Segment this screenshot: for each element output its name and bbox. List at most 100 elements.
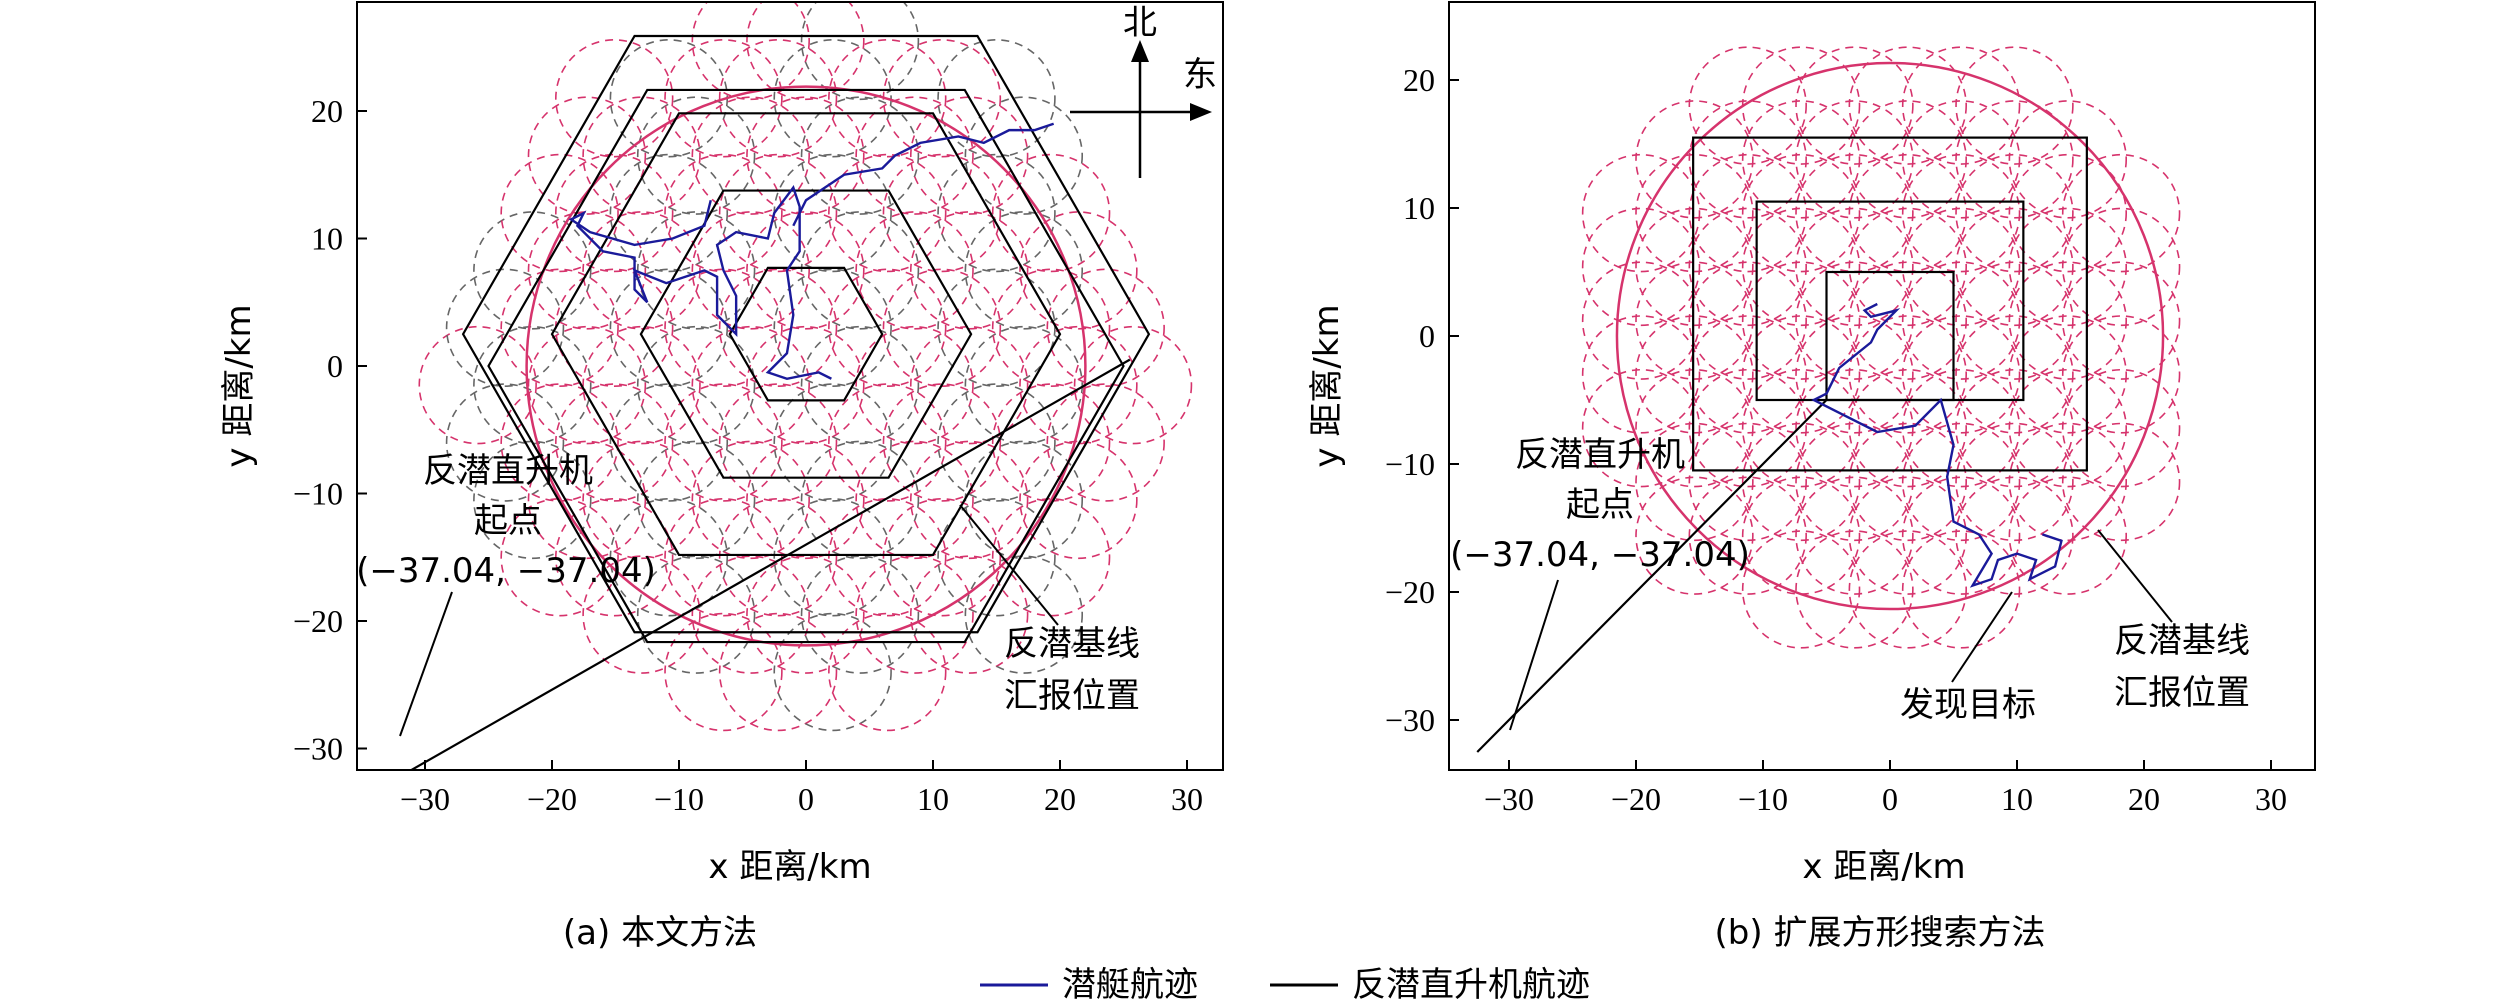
panel-b-report-label-1: 反潜基线 [2114,621,2250,661]
panel-b-found-leader [1951,591,2013,683]
panel-a-coverage-circle [582,325,701,445]
panel-b-found-label: 发现目标 [1900,685,2036,725]
panel-a-frame [356,1,1224,771]
panel-a-coverage-circle [828,612,947,732]
panel-b-ytick-label: −30 [1385,702,1435,738]
panel-a-helicopter-start-leg [410,358,1131,769]
panel-b-coverage-circle [1901,368,2021,488]
panel-b-coverage-circle [2008,261,2128,380]
panel-b-coverage-circle [1795,100,1914,219]
panel-a-coverage-circle [964,96,1084,215]
panel-b-coverage-circle [1955,46,2074,165]
panel-b-coverage-circle [1741,46,1861,165]
panel-a-coverage-circle [746,325,865,445]
panel-b-coverage-circle [1688,476,1807,595]
panel-a-ytick-label: 10 [311,221,343,257]
panel-a-coverage-circle [691,211,810,330]
panel-a-coverage-circle [500,498,619,617]
panel-b-coverage-circle [1848,368,1967,488]
panel-a-coverage-circle [691,325,810,445]
panel-a-coverage-circle [964,325,1084,445]
panel-a-coverage-circle [937,383,1056,502]
panel-a-coverage-circle [855,440,974,560]
panel-b-coverage-circle [1688,153,1807,273]
panel-b-coverage-circle [1955,153,2074,273]
panel-a-coverage-circle [609,153,729,273]
panel-a-coverage-circle [828,498,947,617]
panel-a-ytick-label: −10 [293,476,343,512]
panel-a-coverage-circle [800,3,920,101]
panel-b-coverage-circle [2061,368,2181,488]
panel-b-coverage-circle [1741,261,1861,380]
panel-b-coverage-circle [1688,261,1807,380]
panel-b-ytick-label: −20 [1385,574,1435,610]
panel-b-coverage-circle [1635,261,1754,380]
panel-b-coverage-circle [2008,153,2128,273]
panel-b-coverage-circle [1741,368,1861,488]
panel-a-coverage-circle [718,268,838,387]
panel-a-coverage-circle [418,325,537,445]
panel-a-coverage-circle [937,153,1056,273]
panel-a-coverage-circle [746,211,865,330]
panel-b-coverage-circle [1741,422,1861,542]
panel-a-hexagon [639,189,973,479]
compass-east-label: 东 [1183,55,1217,95]
panel-b-coverage-circle [1901,315,2021,434]
panel-b-submarine-track [1811,302,2063,588]
panel-b-caption: (b) 扩展方形搜索方法 [1715,913,2046,953]
panel-b-coverage-circle [1901,261,2021,380]
panel-b-coverage-circle [2008,476,2128,595]
panel-a-coverage-circle [691,3,810,101]
panel-a-coverage-circle [828,268,947,387]
panel-a-coverage-circle [773,612,892,732]
panel-b-coverage-circle [1741,153,1861,273]
panel-b-coverage-circle [2061,261,2181,380]
panel-a-coverage-circle [855,211,974,330]
panel-a-coverage-circle [582,96,701,215]
panel-a-coverage-circle [800,555,920,674]
panel-a-coverage-circle [1046,383,1165,502]
panel-b-coverage-circle [1848,530,1967,649]
panel-a-hexagon [461,34,1151,634]
panel-a-coverage-circle [909,555,1029,674]
panel-b-coverage-circle [2061,207,2181,327]
panel-a-coverage-circle [527,325,647,445]
panel-a-outer-circle [525,85,1087,647]
panel-b-outer-circle [1615,61,2165,611]
panel-b-coverage-circle [2061,422,2181,542]
panel-b-coverage-circle [1901,530,2021,649]
panel-b-coverage-circle [1635,207,1754,327]
panel-b-report-label-2: 汇报位置 [2114,673,2250,713]
panel-b-coverage-circle [1635,100,1754,219]
panel-a-coverage-circle [500,268,619,387]
panel-a-report-label-1: 反潜基线 [1004,624,1140,664]
panel-a-report-label-2: 汇报位置 [1004,676,1140,716]
panel-b-coverage-circle [1848,315,1967,434]
panel-b-coverage-circle [2008,315,2128,434]
panel-b-xtick-label: 20 [2128,781,2160,817]
panel-a-coverage-circle [527,211,647,330]
panel-b-xtick-label: −10 [1738,781,1788,817]
panel-a-hexagon [487,88,1125,644]
panel-a-coverage-circle [445,268,565,387]
panel-a-coverage-circle [664,39,783,158]
panel-a-hexagon [728,266,884,402]
panel-a-xtick-label: −10 [654,781,704,817]
panel-a-coverage-circle [636,325,756,445]
panel-a-coverage-circle [773,498,892,617]
panel-b-coverage-circle [1901,476,2021,595]
panel-b-coverage-circle [1635,368,1754,488]
panel-b-coverage-circle [1635,315,1754,434]
panel-a-coverage-circle [991,153,1111,273]
panel-b-coverage-circle [1581,153,1701,273]
compass-east-arrow [1190,103,1212,121]
panel-a-coverage-circle [1046,268,1165,387]
panel-b-xtick-label: 10 [2001,781,2033,817]
panel-b-coverage-circle [1688,315,1807,434]
panel-b-start-leader [1509,579,1559,731]
panel-a-coverage-circle [636,440,756,560]
panel-b-coverage-circle [1688,100,1807,219]
panel-a-coverage-circle [664,383,783,502]
